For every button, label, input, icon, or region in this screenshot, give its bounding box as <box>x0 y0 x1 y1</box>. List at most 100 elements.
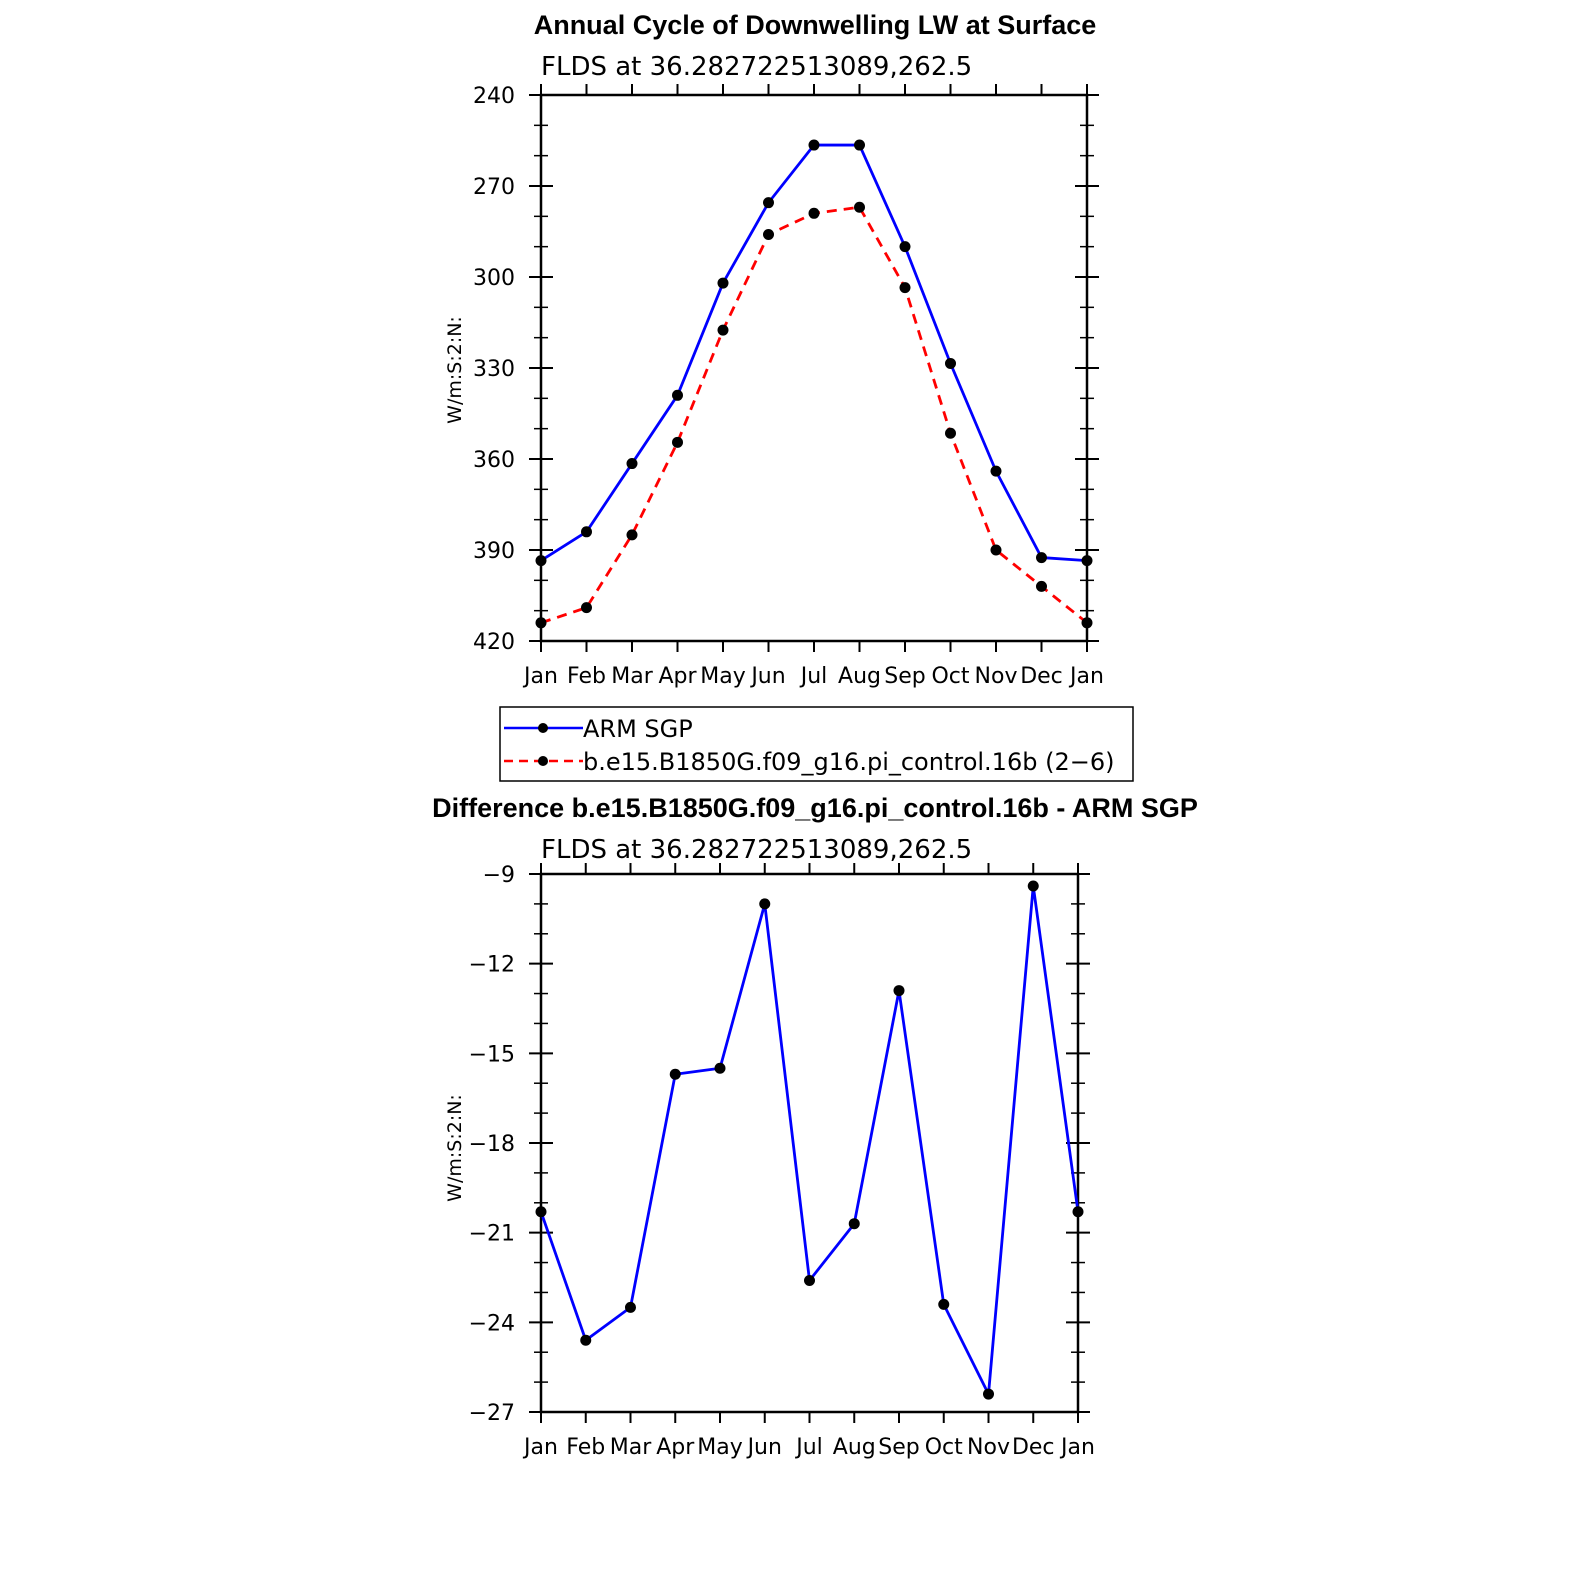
y-tick-label: 300 <box>473 266 515 291</box>
data-point <box>804 1274 815 1286</box>
data-point <box>1027 880 1039 892</box>
y-tick-label: −15 <box>469 1042 515 1067</box>
data-point <box>535 617 547 629</box>
y-tick-label: −24 <box>469 1311 515 1336</box>
data-point <box>581 526 592 538</box>
y-tick-label: −12 <box>469 953 515 978</box>
data-point <box>1036 552 1047 564</box>
x-tick-label: May <box>697 1435 742 1460</box>
data-point <box>759 898 771 910</box>
annual-cycle-panel: Annual Cycle of Downwelling LW at Surfac… <box>444 10 1104 689</box>
data-point <box>763 229 774 241</box>
x-tick-label: Jun <box>746 1435 782 1460</box>
x-tick-label: Jul <box>794 1435 823 1460</box>
x-tick-label: Sep <box>878 1435 919 1460</box>
x-tick-label: Jan <box>522 1435 558 1460</box>
data-point <box>854 139 865 151</box>
data-point <box>848 1218 860 1230</box>
y-tick-label: 330 <box>473 357 515 382</box>
data-point <box>983 1388 994 1400</box>
y-tick-label: −18 <box>469 1132 515 1157</box>
x-tick-label: Jul <box>799 664 828 689</box>
legend-entry-arm: ARM SGP <box>583 715 693 743</box>
data-point <box>714 1062 726 1074</box>
data-point <box>1036 580 1047 592</box>
data-point <box>899 282 911 294</box>
chart-title: Annual Cycle of Downwelling LW at Surfac… <box>534 10 1097 40</box>
data-point <box>717 277 729 289</box>
series-line-0 <box>540 143 1088 563</box>
y-tick-label: 270 <box>473 175 515 200</box>
x-tick-label: Aug <box>833 1435 876 1460</box>
data-point <box>672 389 683 401</box>
x-tick-label: Feb <box>567 664 606 689</box>
axes-frame: Jan Feb Mar Apr May Jun Jul Aug Sep Oct Nov Dec Jan2… <box>473 84 1104 689</box>
x-tick-label: May <box>700 664 745 689</box>
y-tick-label: 360 <box>473 448 515 473</box>
legend-box <box>499 706 1134 782</box>
plot-frame <box>539 93 1089 643</box>
data-point <box>945 427 956 439</box>
x-tick-label: Dec <box>1020 664 1063 689</box>
y-tick-label: −21 <box>469 1222 515 1247</box>
data-point <box>626 529 638 541</box>
x-tick-label: Apr <box>658 664 697 689</box>
y-tick-label: 390 <box>473 539 515 564</box>
legend-marker-model <box>538 756 548 766</box>
chart-title: Difference b.e15.B1850G.f09_g16.pi_contr… <box>432 793 1198 823</box>
data-point <box>1081 555 1093 567</box>
y-axis-label: W/m:S:2:N: <box>444 1094 466 1202</box>
legend-marker-arm <box>538 723 548 733</box>
data-point <box>672 436 683 448</box>
y-tick-label: 240 <box>473 84 515 109</box>
series-line-0 <box>539 884 1080 1396</box>
data-point <box>990 544 1002 556</box>
y-tick-label: −27 <box>469 1401 515 1426</box>
x-tick-label: Jan <box>522 664 558 689</box>
data-point <box>717 324 729 336</box>
series-line-1 <box>540 205 1088 625</box>
x-tick-label: Jan <box>1059 1435 1095 1460</box>
x-tick-label: Nov <box>967 1435 1010 1460</box>
data-point <box>899 241 911 253</box>
data-point <box>938 1298 950 1310</box>
data-point <box>990 465 1002 477</box>
x-tick-label: Apr <box>656 1435 695 1460</box>
data-point <box>893 985 905 997</box>
series-group <box>535 880 1084 1400</box>
data-point <box>535 555 547 567</box>
x-tick-label: Oct <box>931 664 969 689</box>
x-tick-label: Mar <box>610 1435 652 1460</box>
x-tick-label: Nov <box>975 664 1018 689</box>
chart-subtitle: FLDS at 36.282722513089,262.5 <box>541 52 972 82</box>
data-point <box>535 1206 547 1218</box>
y-axis-label: W/m:S:2:N: <box>444 316 466 424</box>
y-tick-label: −9 <box>483 863 515 888</box>
x-tick-label: Aug <box>838 664 881 689</box>
y-tick-label: 420 <box>473 630 515 655</box>
data-point <box>669 1068 681 1080</box>
data-point <box>808 207 820 219</box>
difference-panel: Difference b.e15.B1850G.f09_g16.pi_contr… <box>432 793 1198 1460</box>
data-point <box>763 197 774 209</box>
chart-subtitle: FLDS at 36.282722513089,262.5 <box>541 835 972 865</box>
data-point <box>1081 617 1093 629</box>
data-point <box>808 139 820 151</box>
series-group <box>535 139 1093 629</box>
x-tick-label: Sep <box>884 664 925 689</box>
plot-frame <box>539 872 1080 1414</box>
data-point <box>945 357 956 369</box>
x-tick-label: Jun <box>749 664 785 689</box>
data-point <box>581 602 592 614</box>
x-tick-label: Jan <box>1068 664 1104 689</box>
data-point <box>626 458 638 470</box>
x-tick-label: Oct <box>925 1435 963 1460</box>
data-point <box>1072 1206 1084 1218</box>
data-point <box>854 201 865 213</box>
legend-entry-model: b.e15.B1850G.f09_g16.pi_control.16b (2−6… <box>583 748 1114 776</box>
x-tick-label: Mar <box>611 664 653 689</box>
legend: ARM SGP b.e15.B1850G.f09_g16.pi_control.… <box>499 706 1134 782</box>
data-point <box>580 1334 592 1346</box>
x-tick-label: Dec <box>1012 1435 1055 1460</box>
